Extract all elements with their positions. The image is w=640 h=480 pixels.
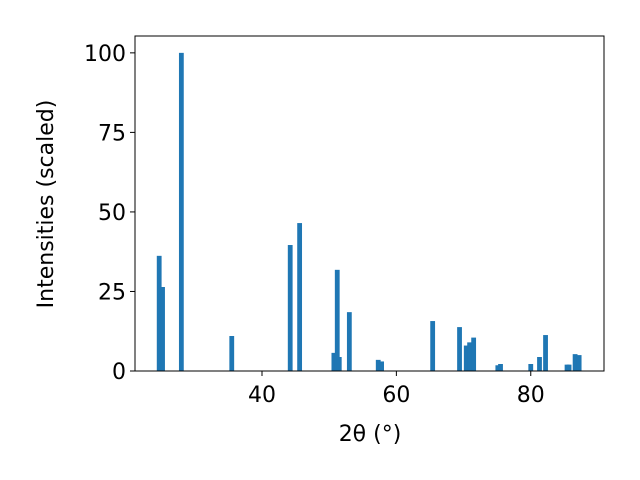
bar [457, 327, 462, 371]
bar [572, 354, 578, 371]
plot-area [156, 52, 582, 371]
bar [346, 312, 352, 371]
bar [379, 361, 384, 371]
bar [331, 352, 337, 371]
x-tick-label: 40 [248, 383, 276, 408]
bar [287, 245, 293, 371]
y-tick-label: 50 [98, 201, 126, 226]
bar [467, 342, 473, 371]
bar [566, 364, 572, 371]
bar [229, 336, 235, 371]
y-tick-label: 25 [98, 280, 126, 305]
bar [156, 255, 162, 371]
bar [297, 223, 303, 371]
bar [537, 357, 542, 371]
y-tick-label: 0 [112, 360, 126, 385]
bar [336, 357, 342, 371]
bar [430, 321, 436, 371]
bar [528, 364, 534, 371]
bar [498, 364, 503, 371]
bar [576, 355, 582, 371]
y-axis-label: Intensities (scaled) [34, 100, 59, 309]
axes-frame [134, 35, 605, 372]
bar [178, 52, 184, 371]
bar [375, 359, 381, 371]
x-tick-label: 80 [517, 383, 545, 408]
bar [463, 345, 469, 371]
y-tick-label: 75 [98, 121, 126, 146]
bar [471, 337, 477, 371]
bar [495, 365, 501, 371]
x-tick-label: 60 [382, 383, 410, 408]
y-tick-label: 100 [84, 42, 126, 67]
bar [160, 287, 165, 371]
bar [543, 335, 548, 371]
x-axis-label: 2θ (°) [339, 422, 402, 447]
bar [334, 269, 340, 371]
